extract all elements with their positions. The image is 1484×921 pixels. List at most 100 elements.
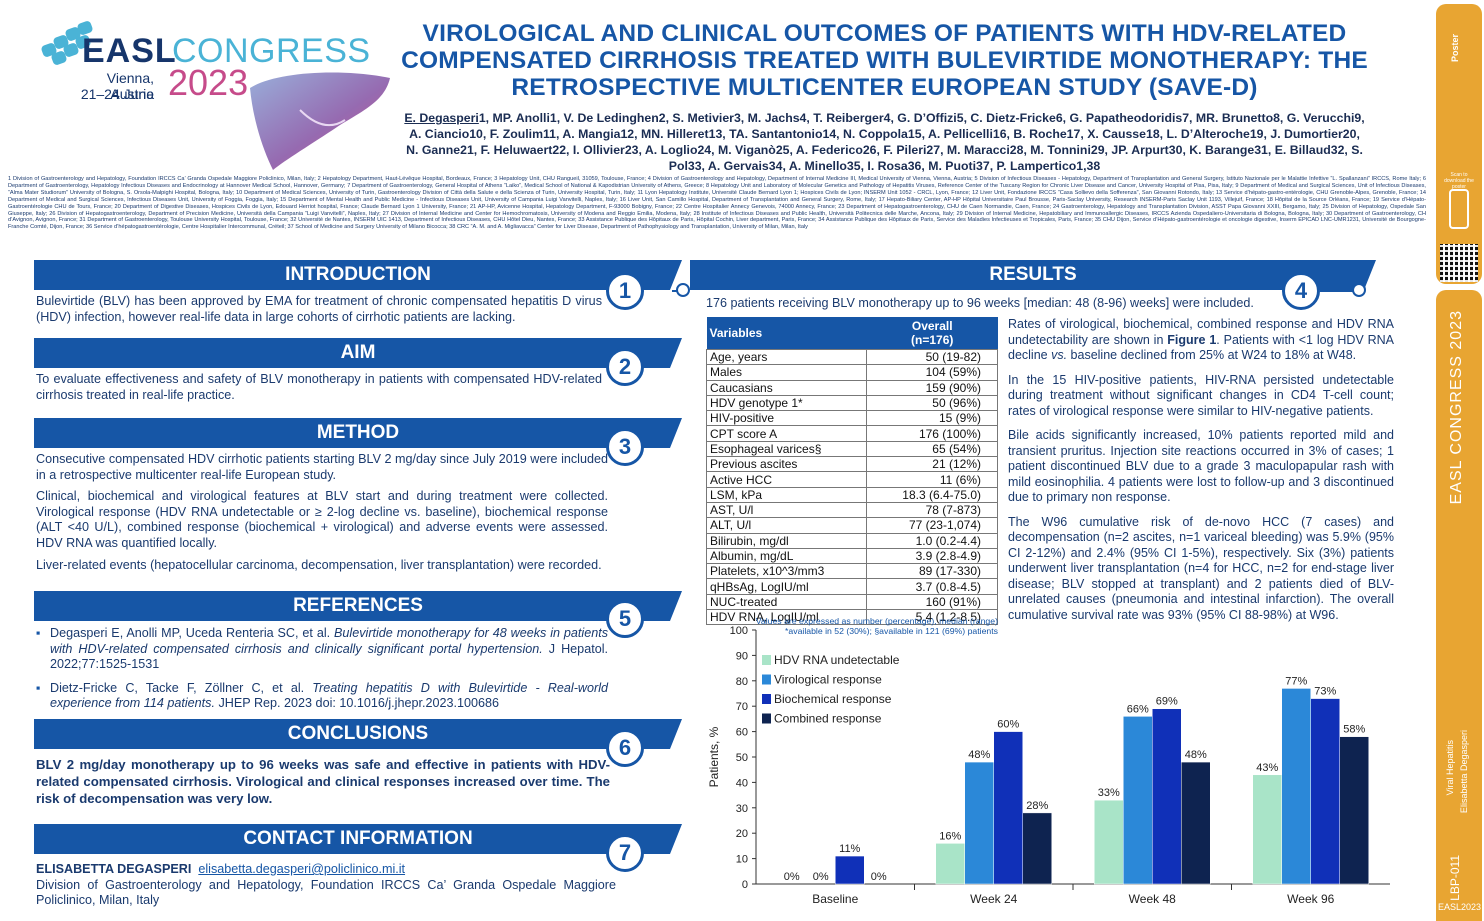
baseline-characteristics-table: Variables Overall (n=176) Age, years 50 (1… [705, 317, 998, 626]
table-cell-variable: ALT, U/l [705, 517, 868, 534]
table-cell-variable: HDV genotype 1* [705, 394, 868, 412]
ref2-title: Treating hepatitis D with Bulevirtide - … [50, 680, 608, 711]
table-cell-value: 21 (12%) [866, 456, 998, 473]
results-p2: In the 15 HIV-positive patients, HIV-RNA… [1008, 372, 1394, 418]
results-p1: Rates of virological, biochemical, combi… [1008, 317, 1395, 362]
x-tick-label: Week 96 [1287, 892, 1334, 906]
table-row: HDV RNA, LogIU/ml 5.4 (1.2-8.5) [705, 609, 998, 626]
bar-data-label: 28% [1026, 800, 1048, 812]
legend-swatch [762, 694, 771, 704]
ref2-journal: JHEP Rep. 2023 doi: 10.1016/j.jhepr.2023… [214, 696, 500, 711]
logo-congress: CONGRESS [172, 32, 371, 70]
y-tick-label: 30 [736, 803, 748, 815]
ref1-journal: J Hepatol. 2022;77:1525-1531 [50, 641, 608, 672]
table-note-2: *available in 52 (30%); §available in 12… [785, 626, 998, 636]
method-p3: Liver-related events (hepatocellular car… [36, 557, 602, 572]
legend-label: Combined response [774, 712, 882, 726]
strip-author: Elisabetta Degasperi [1459, 730, 1469, 814]
legend-label: HDV RNA undetectable [774, 653, 900, 667]
table-cell-value: 18.3 (6.4-75.0) [866, 486, 998, 503]
bar-data-label: 48% [968, 749, 990, 761]
table-row: qHBsAg, LogIU/ml 3.7 (0.8-4.5) [705, 578, 998, 595]
logo-dates: 21–24 June [80, 86, 154, 102]
results-dot [1352, 283, 1366, 297]
conclusions-header: CONCLUSIONS [34, 719, 682, 749]
table-cell-value: 50 (96%) [866, 394, 998, 412]
qr-code[interactable] [1440, 244, 1478, 282]
legend-swatch [762, 713, 771, 724]
y-tick-label: 40 [736, 777, 748, 789]
bar-data-label: 33% [1098, 787, 1120, 799]
ref1-authors: Degasperi E, Anolli MP, Uceda Renteria S… [50, 626, 335, 640]
table-cell-variable: HIV-positive [705, 410, 868, 427]
contact-info: ELISABETTA DEGASPERI elisabetta.degasper… [36, 862, 616, 909]
poster-title: VIROLOGICAL AND CLINICAL OUTCOMES OF PAT… [401, 20, 1368, 101]
bar-data-label: 0% [784, 871, 800, 883]
table-cell-variable: Platelets, x10^3/mm3 [705, 563, 868, 580]
y-tick-label: 10 [736, 854, 748, 866]
bar-data-label: 60% [997, 719, 1019, 731]
bar [1152, 708, 1182, 885]
table-cell-value: 3.9 (2.8-4.9) [866, 547, 998, 565]
table-cell-variable: Active HCC [705, 471, 868, 488]
results-p3: Bile acids significantly increased, 10% … [1008, 428, 1394, 504]
y-tick-label: 50 [736, 752, 748, 764]
y-tick-label: 20 [736, 828, 748, 840]
ref1-title: Bulevirtide monotherapy for 48 weeks in … [50, 626, 608, 656]
table-cell-value: 11 (6%) [866, 471, 998, 488]
section-number-2: 2 [606, 348, 644, 386]
table-header-row: Variables Overall (n=176) [706, 317, 998, 350]
results-p4: The W96 cumulative risk of de-novo HCC (… [1008, 514, 1394, 622]
table-cell-value: 159 (90%) [866, 379, 998, 396]
results-header: RESULTS [690, 260, 1376, 290]
liver-illustration [250, 72, 390, 170]
strip-bottom-code: EASL2023 [1438, 902, 1482, 912]
table-cell-variable: AST, U/l [705, 501, 868, 519]
introduction-text: Bulevirtide (BLV) has been approved by E… [36, 294, 602, 324]
bar [964, 761, 994, 885]
bar [1281, 688, 1311, 885]
table-row: Previous ascites 21 (12%) [705, 456, 998, 473]
easl-congress-logo: EASL CONGRESS Vienna, Austria 21–24 June… [38, 14, 370, 124]
y-tick-label: 80 [736, 676, 748, 688]
results-intro: 176 patients receiving BLV monotherapy u… [706, 296, 1254, 310]
contact-name: ELISABETTA DEGASPERI [36, 862, 192, 876]
author-list-rest: 1, MP. Anolli1, V. De Ledinghen2, S. Met… [406, 111, 1365, 173]
y-tick-label: 60 [736, 727, 748, 739]
table-row: ALT, U/l 77 (23-1,074) [705, 517, 998, 534]
phone-icon [1449, 189, 1469, 229]
y-tick-label: 0 [742, 879, 748, 891]
table-cell-value: 65 (54%) [866, 440, 998, 458]
table-cell-value: 176 (100%) [866, 425, 998, 442]
contact-email-link[interactable]: elisabetta.degasperi@policlinico.mi.it [198, 862, 406, 876]
figure-reference: Figure 1 [1167, 332, 1217, 347]
method-p1: Consecutive compensated HDV cirrhotic pa… [36, 452, 608, 482]
table-cell-variable: LSM, kPa [705, 486, 868, 503]
table-row: Bilirubin, mg/dl 1.0 (0.2-4.4) [705, 532, 998, 549]
x-tick-label: Baseline [812, 892, 858, 906]
method-header: METHOD [34, 418, 682, 448]
logo-city: Vienna, Austria [106, 70, 154, 102]
bar [1094, 799, 1124, 885]
section-number-1: 1 [606, 272, 644, 310]
results-connector [1320, 290, 1360, 292]
author-list: E. Degasperi1, MP. Anolli1, V. De Leding… [402, 110, 1367, 174]
section-number-6: 6 [606, 729, 644, 767]
references-list: Degasperi E, Anolli MP, Uceda Renteria S… [36, 626, 608, 720]
contact-affiliation: Division of Gastroenterology and Hepatol… [36, 877, 616, 908]
table-cell-variable: NUC-treated [705, 593, 868, 611]
strip-top-panel: Poster Scan to download the poster [1436, 4, 1482, 284]
table-note-1: Values are expressed as number (percenta… [755, 616, 998, 626]
section-number-4: 4 [1282, 272, 1320, 310]
section-number-5: 5 [606, 600, 644, 638]
table-cell-variable: Bilirubin, mg/dl [705, 532, 868, 549]
ref2-authors: Dietz-Fricke C, Tacke F, Zöllner C, et a… [50, 680, 313, 695]
strip-bottom-panel: EASL CONGRESS 2023 Viral Hepatitis Elisa… [1436, 290, 1482, 921]
table-cell-variable: Albumin, mg/dL [705, 547, 868, 565]
y-axis-label: Patients, % [707, 726, 721, 787]
bar-data-label: 43% [1256, 762, 1278, 774]
table-footnote: Values are expressed as number (percenta… [706, 616, 998, 636]
bar-data-label: 11% [839, 843, 860, 855]
bar-data-label: 69% [1156, 696, 1178, 708]
table-row: Active HCC 11 (6%) [705, 471, 998, 488]
